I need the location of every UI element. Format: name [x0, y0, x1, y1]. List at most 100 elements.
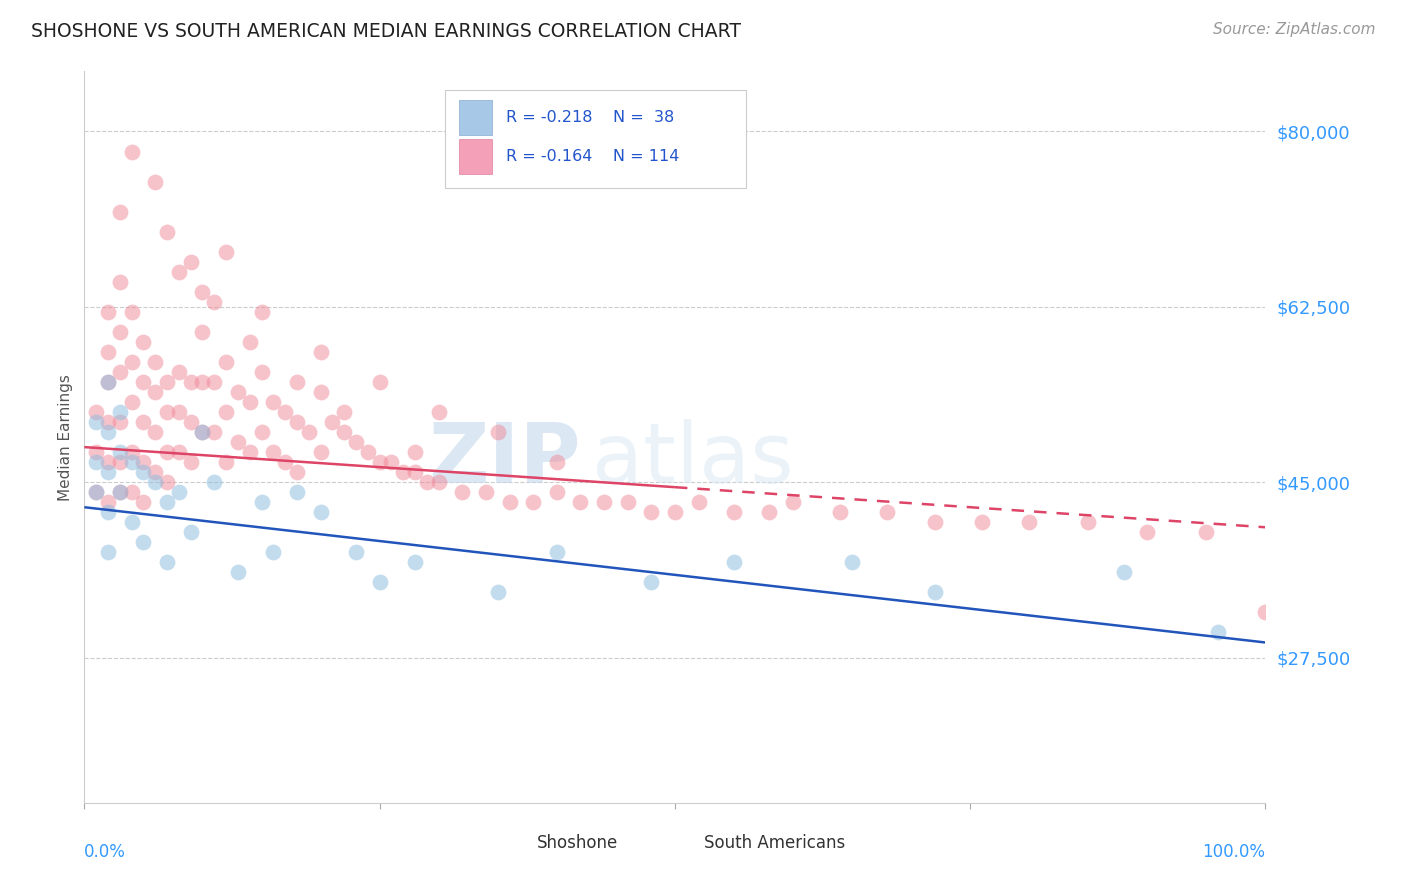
Point	[84, 405, 107, 419]
Point	[309, 445, 332, 459]
Point	[108, 275, 131, 289]
Point	[167, 365, 190, 379]
Point	[108, 485, 131, 500]
Point	[121, 455, 143, 469]
Point	[97, 425, 120, 439]
Point	[97, 345, 120, 359]
FancyBboxPatch shape	[444, 90, 745, 188]
Point	[250, 365, 273, 379]
Point	[404, 555, 426, 569]
Point	[309, 505, 332, 519]
Text: SHOSHONE VS SOUTH AMERICAN MEDIAN EARNINGS CORRELATION CHART: SHOSHONE VS SOUTH AMERICAN MEDIAN EARNIN…	[31, 22, 741, 41]
Point	[416, 475, 439, 490]
Point	[84, 485, 107, 500]
Point	[1206, 625, 1229, 640]
Text: R = -0.218    N =  38: R = -0.218 N = 38	[506, 110, 675, 125]
Point	[108, 485, 131, 500]
Point	[202, 294, 225, 309]
Point	[357, 445, 380, 459]
Point	[546, 545, 568, 559]
Point	[132, 465, 155, 479]
Point	[970, 515, 993, 529]
Point	[427, 475, 450, 490]
Point	[132, 535, 155, 549]
Point	[368, 455, 391, 469]
Text: atlas: atlas	[592, 418, 794, 500]
Point	[427, 405, 450, 419]
Point	[108, 445, 131, 459]
Point	[758, 505, 780, 519]
Point	[143, 425, 166, 439]
FancyBboxPatch shape	[458, 100, 492, 135]
Point	[1077, 515, 1099, 529]
Point	[226, 435, 249, 450]
Point	[723, 505, 745, 519]
Point	[132, 415, 155, 429]
Point	[191, 375, 214, 389]
Point	[344, 545, 367, 559]
Point	[84, 445, 107, 459]
Point	[156, 405, 179, 419]
Point	[180, 254, 202, 268]
Point	[1018, 515, 1040, 529]
Point	[97, 415, 120, 429]
Text: 0.0%: 0.0%	[84, 843, 127, 861]
Point	[121, 305, 143, 319]
Text: South Americans: South Americans	[704, 834, 845, 852]
Point	[156, 475, 179, 490]
Point	[333, 405, 356, 419]
Point	[309, 384, 332, 399]
Point	[132, 375, 155, 389]
Point	[84, 485, 107, 500]
Point	[167, 265, 190, 279]
Point	[84, 455, 107, 469]
Point	[380, 455, 402, 469]
Point	[191, 425, 214, 439]
Point	[344, 435, 367, 450]
Point	[250, 305, 273, 319]
Point	[97, 495, 120, 509]
Point	[156, 225, 179, 239]
Point	[97, 465, 120, 479]
Point	[309, 345, 332, 359]
Point	[121, 445, 143, 459]
Y-axis label: Median Earnings: Median Earnings	[58, 374, 73, 500]
Point	[924, 515, 946, 529]
Point	[180, 455, 202, 469]
Point	[121, 395, 143, 409]
Point	[108, 415, 131, 429]
Point	[97, 305, 120, 319]
Point	[97, 375, 120, 389]
Point	[156, 375, 179, 389]
Point	[876, 505, 898, 519]
Point	[262, 395, 284, 409]
Point	[97, 375, 120, 389]
Point	[191, 325, 214, 339]
Point	[97, 505, 120, 519]
Point	[1112, 566, 1135, 580]
Point	[84, 415, 107, 429]
Point	[546, 455, 568, 469]
Point	[180, 525, 202, 540]
Text: Source: ZipAtlas.com: Source: ZipAtlas.com	[1212, 22, 1375, 37]
Point	[546, 485, 568, 500]
Point	[486, 425, 509, 439]
Point	[156, 445, 179, 459]
Point	[215, 244, 238, 259]
Text: ZIP: ZIP	[427, 418, 581, 500]
Point	[108, 405, 131, 419]
Point	[121, 485, 143, 500]
Point	[167, 405, 190, 419]
Point	[226, 384, 249, 399]
Point	[321, 415, 343, 429]
Point	[723, 555, 745, 569]
Point	[132, 495, 155, 509]
Point	[640, 575, 662, 590]
Point	[121, 355, 143, 369]
Point	[285, 415, 308, 429]
Point	[215, 355, 238, 369]
FancyBboxPatch shape	[671, 836, 697, 859]
Point	[250, 495, 273, 509]
Point	[191, 285, 214, 299]
Point	[830, 505, 852, 519]
